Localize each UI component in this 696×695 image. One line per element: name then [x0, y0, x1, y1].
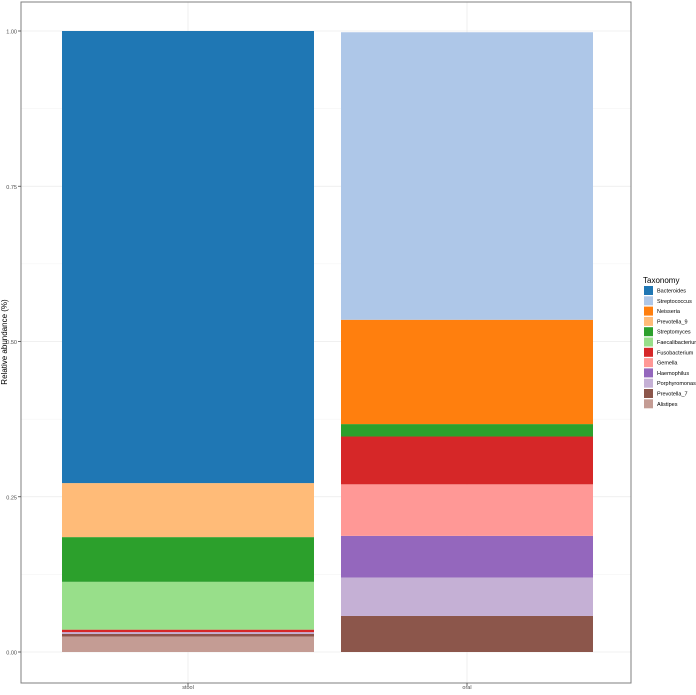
legend-swatch-bacteroides	[644, 286, 653, 295]
legend-swatch-alistipes	[644, 399, 653, 409]
bars	[62, 31, 593, 652]
bar-segment-oral-prevotella-7	[341, 615, 593, 652]
bar-segment-stool-porphyromonas	[62, 632, 314, 634]
legend-label: Fusobacterium	[657, 350, 694, 356]
legend-label: Haemophilus	[657, 371, 689, 377]
legend-swatch-prevotella-7	[644, 389, 653, 398]
plot-frame	[20, 1, 632, 684]
y-tick-label: 0.25	[6, 495, 17, 501]
bar-segment-stool-bacteroides	[62, 31, 314, 484]
legend-swatch-haemophilus	[644, 368, 653, 378]
legend-swatch-faecalibacterium	[644, 337, 653, 347]
legend-swatch-neisseria	[644, 306, 653, 316]
bar-segment-oral-streptococcus	[341, 32, 593, 320]
y-tick-label: 0.75	[6, 185, 17, 191]
bar-segment-stool-streptomyces	[62, 537, 314, 582]
legend: Taxonomy Bacteroides Streptococcus Neisser…	[643, 276, 696, 409]
x-tick-label: oral	[462, 685, 471, 690]
legend-label: Alistipes	[657, 402, 678, 408]
y-tick-label: 1.00	[6, 30, 17, 36]
x-tick-label: stool	[182, 685, 194, 690]
bar-segment-stool-prevotella-7	[62, 633, 314, 637]
legend-label: Porphyromonas	[657, 381, 696, 387]
bar-segment-oral-streptomyces	[341, 424, 593, 437]
legend-label: Bacteroides	[657, 289, 686, 295]
y-axis: 0.00 0.25 0.50 0.75 1.00	[6, 30, 21, 657]
bar-segment-stool-fusobacterium	[62, 629, 314, 633]
legend-label: Prevotella_9	[657, 319, 688, 325]
bar-segment-stool-prevotella-9	[62, 483, 314, 538]
bar-segment-oral-fusobacterium	[341, 436, 593, 485]
legend-label: Gemella	[657, 361, 678, 367]
legend-label: Neisseria	[657, 309, 681, 315]
bar-segment-oral-gemella	[341, 484, 593, 536]
bar-segment-stool-alistipes	[62, 636, 314, 652]
legend-swatch-streptococcus	[644, 296, 653, 306]
legend-swatch-porphyromonas	[644, 378, 653, 388]
bar-segment-oral-neisseria	[341, 319, 593, 425]
legend-swatch-fusobacterium	[644, 347, 653, 357]
legend-label: Streptomyces	[657, 330, 691, 336]
legend-label: Prevotella_7	[657, 392, 688, 398]
legend-swatch-prevotella-9	[644, 316, 653, 326]
legend-label: Streptococcus	[657, 299, 692, 305]
bar-segment-oral-porphyromonas	[341, 577, 593, 616]
y-tick-label: 0.50	[6, 340, 17, 346]
panel-border	[20, 1, 632, 684]
legend-swatch-gemella	[644, 358, 653, 368]
y-tick-label: 0.00	[6, 651, 17, 657]
y-axis-label: Relative abundance (%)	[0, 299, 9, 385]
legend-swatch-streptomyces	[644, 327, 653, 337]
bar-segment-stool-faecalibacterium	[62, 581, 314, 630]
legend-label: Faecalibacterium	[657, 340, 696, 346]
bar-segment-oral-haemophilus	[341, 535, 593, 578]
legend-title: Taxonomy	[643, 276, 679, 285]
x-axis: stool oral	[182, 683, 472, 691]
